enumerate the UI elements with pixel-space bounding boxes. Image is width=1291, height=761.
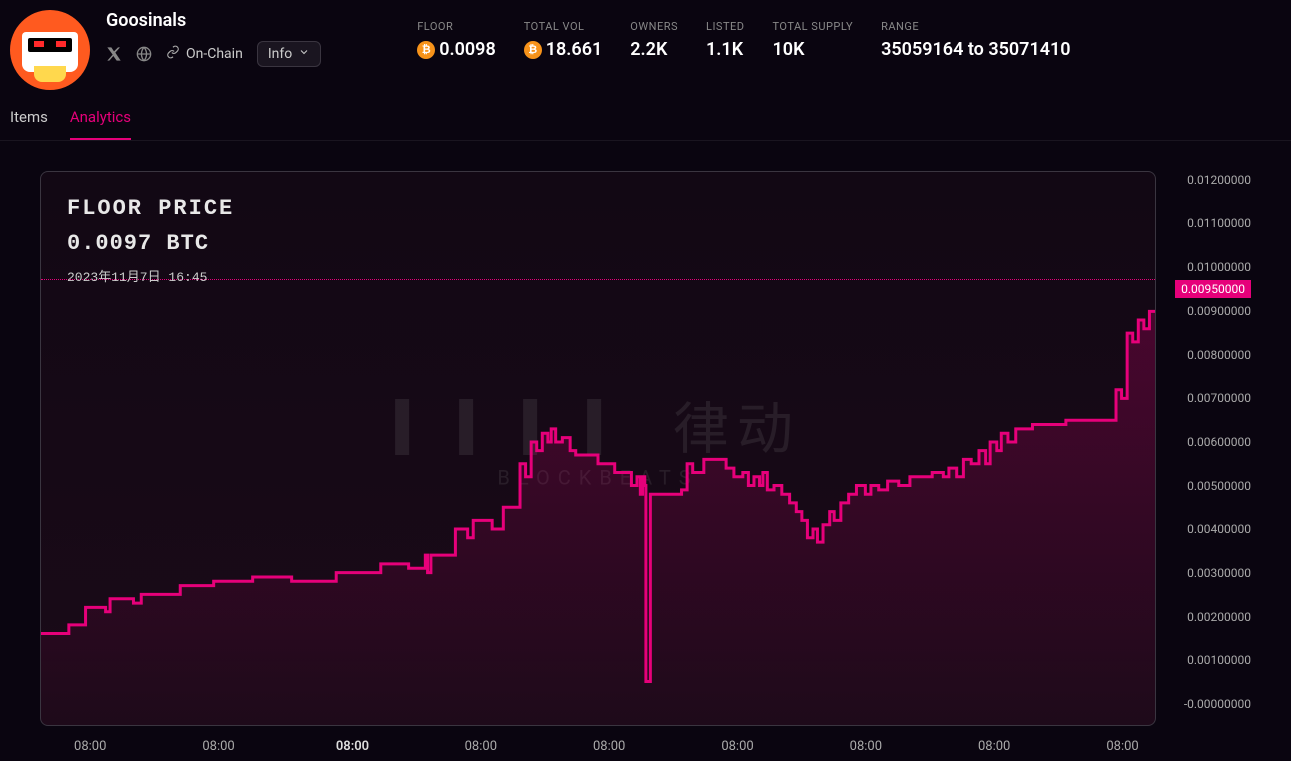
stat-owners: OWNERS 2.2K	[630, 20, 678, 60]
stat-total-supply: TOTAL SUPPLY 10K	[773, 20, 854, 60]
stat-value: 35059164 to 35071410	[881, 39, 1071, 60]
chart-box[interactable]: ▎▎▎▎ 律动 BLOCKBEATS FLOOR PRICE 0.0097 BT…	[40, 171, 1156, 726]
chart-title: FLOOR PRICE	[67, 196, 234, 221]
stat-value: 10K	[773, 39, 854, 60]
stat-label: TOTAL SUPPLY	[773, 20, 854, 33]
stat-range: RANGE 35059164 to 35071410	[881, 20, 1071, 60]
stat-label: OWNERS	[630, 20, 678, 33]
y-tick: 0.00800000	[1187, 348, 1251, 362]
collection-name: Goosinals	[106, 10, 321, 31]
y-tick: 0.00200000	[1187, 610, 1251, 624]
y-tick: 0.01000000	[1187, 260, 1251, 274]
btc-icon: ₿	[524, 41, 542, 59]
x-tick: 08:00	[336, 739, 369, 754]
y-tick: 0.00400000	[1187, 522, 1251, 536]
header: Goosinals On-Chain Info F	[0, 0, 1291, 90]
stat-label: RANGE	[881, 20, 1071, 33]
stats-row: FLOOR ₿ 0.0098 TOTAL VOL ₿ 18.661 OWNERS…	[417, 10, 1070, 60]
twitter-icon[interactable]	[106, 46, 122, 62]
stat-total-vol: TOTAL VOL ₿ 18.661	[524, 20, 603, 60]
tab-analytics[interactable]: Analytics	[70, 108, 131, 140]
x-tick: 08:00	[978, 739, 1010, 754]
onchain-badge: On-Chain	[166, 45, 243, 63]
y-tick: 0.00700000	[1187, 391, 1251, 405]
stat-value: 2.2K	[630, 39, 678, 60]
tabs: Items Analytics	[0, 90, 1291, 141]
chart-value: 0.0097 BTC	[67, 231, 234, 256]
x-axis: 08:00 08:00 08:00 08:00 08:00 08:00 08:00 08:00…	[40, 731, 1156, 761]
x-tick: 08:00	[202, 739, 234, 754]
y-tick: 0.00600000	[1187, 435, 1251, 449]
stat-value: 1.1K	[706, 39, 744, 60]
stat-value: ₿ 0.0098	[417, 39, 496, 60]
y-tick: 0.01100000	[1187, 216, 1251, 230]
stat-label: LISTED	[706, 20, 744, 33]
collection-avatar[interactable]	[10, 10, 90, 90]
y-tick: 0.00900000	[1187, 304, 1251, 318]
chevron-down-icon	[298, 46, 310, 62]
stat-listed: LISTED 1.1K	[706, 20, 744, 60]
stat-floor: FLOOR ₿ 0.0098	[417, 20, 496, 60]
header-info: Goosinals On-Chain Info	[106, 10, 321, 67]
stat-label: TOTAL VOL	[524, 20, 603, 33]
meta-row: On-Chain Info	[106, 41, 321, 67]
x-tick: 08:00	[465, 739, 497, 754]
y-tick: 0.00300000	[1187, 566, 1251, 580]
info-button-label: Info	[268, 46, 292, 62]
onchain-label: On-Chain	[186, 46, 243, 62]
stat-value: ₿ 18.661	[524, 39, 603, 60]
x-tick: 08:00	[850, 739, 882, 754]
tab-items[interactable]: Items	[10, 108, 48, 140]
link-icon	[166, 45, 180, 63]
info-button[interactable]: Info	[257, 41, 321, 67]
y-tick: 0.01200000	[1187, 173, 1251, 187]
x-tick: 08:00	[721, 739, 753, 754]
current-price-badge: 0.00950000	[1175, 280, 1251, 298]
y-tick: 0.00100000	[1187, 653, 1251, 667]
x-tick: 08:00	[74, 739, 106, 754]
y-axis: 0.01200000 0.01100000 0.01000000 0.00900000…	[1161, 171, 1251, 726]
chart-container: ▎▎▎▎ 律动 BLOCKBEATS FLOOR PRICE 0.0097 BT…	[40, 171, 1251, 761]
x-tick: 08:00	[1106, 739, 1138, 754]
stat-label: FLOOR	[417, 20, 496, 33]
chart-title-block: FLOOR PRICE 0.0097 BTC 2023年11月7日 16:45	[67, 196, 234, 285]
chart-date: 2023年11月7日 16:45	[67, 266, 234, 285]
btc-icon: ₿	[417, 41, 435, 59]
globe-icon[interactable]	[136, 46, 152, 62]
y-tick: -0.00000000	[1184, 697, 1251, 711]
y-tick: 0.00500000	[1187, 479, 1251, 493]
x-tick: 08:00	[593, 739, 625, 754]
